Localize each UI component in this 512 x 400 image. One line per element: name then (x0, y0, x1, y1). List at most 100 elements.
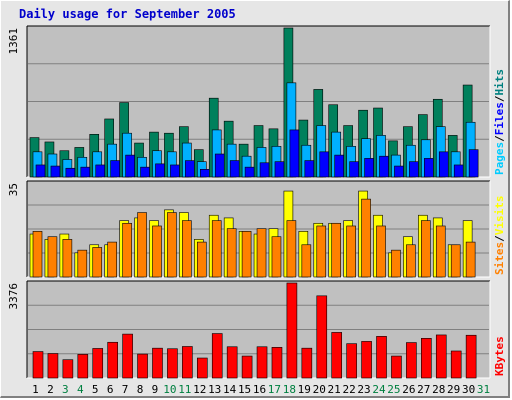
bar-kbytes-1 (32, 351, 44, 379)
bar-kbytes-13 (211, 333, 223, 379)
bar-kbytes-24 (376, 336, 387, 379)
bar-sites-28 (435, 225, 446, 278)
bar-sites-13 (211, 220, 222, 278)
bar-pages-19 (304, 160, 315, 178)
bar-pages-12 (199, 169, 210, 178)
bar-kbytes-16 (256, 346, 268, 379)
bar-kbytes-30 (465, 334, 477, 379)
bar-sites-26 (406, 244, 416, 278)
bar-sites-2 (47, 236, 58, 278)
bar-sites-11 (182, 220, 192, 278)
bar-kbytes-10 (167, 348, 178, 379)
bar-pages-15 (244, 166, 255, 178)
y-max-label: 3376 (7, 283, 20, 310)
bar-kbytes-21 (331, 332, 343, 379)
legend-visits-sites: Sites/Visits (493, 196, 506, 276)
bar-pages-14 (229, 160, 240, 178)
x-tick-label-21: 21 (328, 383, 341, 396)
x-tick-label-14: 14 (223, 383, 237, 396)
bar-sites-10 (167, 212, 177, 278)
x-tick-label-9: 9 (152, 383, 159, 396)
x-tick-label-20: 20 (313, 383, 326, 396)
bar-kbytes-20 (316, 295, 328, 379)
bar-kbytes-5 (92, 348, 104, 379)
bar-pages-29 (453, 164, 464, 178)
bar-kbytes-17 (271, 347, 283, 379)
bar-sites-4 (77, 249, 88, 278)
legend-item: Visits (493, 196, 506, 236)
bar-pages-7 (125, 154, 135, 178)
x-tick-label-8: 8 (137, 383, 144, 396)
bar-kbytes-19 (301, 347, 313, 379)
bar-sites-9 (152, 225, 162, 278)
bar-kbytes-12 (196, 357, 208, 379)
bar-pages-5 (95, 164, 106, 178)
bar-pages-6 (110, 160, 120, 178)
bar-pages-2 (50, 165, 61, 178)
chart-title: Daily usage for September 2005 (19, 7, 236, 21)
bar-pages-11 (185, 160, 195, 178)
bar-sites-15 (241, 231, 252, 278)
x-tick-label-16: 16 (253, 383, 266, 396)
bar-sites-7 (122, 222, 132, 278)
legend-item: KBytes (493, 336, 506, 376)
bar-pages-16 (259, 162, 270, 178)
bar-kbytes-4 (77, 354, 89, 379)
bar-pages-10 (170, 164, 180, 178)
legend-item: Files (493, 102, 506, 135)
x-tick-label-31: 31 (477, 383, 490, 396)
x-tick-label-26: 26 (402, 383, 415, 396)
bar-kbytes-27 (421, 338, 432, 379)
bar-pages-24 (379, 155, 389, 178)
bar-pages-9 (155, 163, 165, 178)
x-tick-label-7: 7 (122, 383, 129, 396)
bar-kbytes-3 (62, 359, 74, 379)
legend-hits-files-pages: Pages/Files/Hits (493, 69, 506, 175)
x-tick-label-30: 30 (462, 383, 475, 396)
legend-item: / (493, 135, 506, 142)
bar-kbytes-9 (152, 347, 163, 379)
x-tick-label-23: 23 (357, 383, 370, 396)
x-tick-label-27: 27 (417, 383, 430, 396)
bar-sites-5 (92, 247, 103, 278)
bar-sites-20 (316, 225, 327, 278)
bar-kbytes-29 (450, 350, 462, 379)
x-tick-label-24: 24 (372, 383, 386, 396)
bar-pages-17 (274, 161, 285, 178)
bar-pages-23 (364, 158, 374, 178)
bar-kbytes-15 (241, 355, 253, 379)
bar-sites-23 (361, 198, 371, 278)
x-tick-label-1: 1 (32, 383, 39, 396)
bar-sites-18 (286, 220, 297, 278)
bar-pages-27 (424, 158, 434, 178)
bar-kbytes-23 (361, 341, 372, 379)
bar-sites-16 (256, 228, 267, 278)
x-tick-label-5: 5 (92, 383, 99, 396)
bar-pages-21 (334, 154, 345, 178)
bar-sites-17 (271, 236, 282, 278)
bar-kbytes-22 (346, 343, 357, 379)
x-tick-label-19: 19 (298, 383, 311, 396)
bar-sites-3 (62, 239, 73, 278)
legend-item: / (493, 95, 506, 102)
x-tick-label-29: 29 (447, 383, 460, 396)
bar-kbytes-6 (107, 341, 118, 379)
y-max-label: 35 (7, 183, 20, 196)
bar-sites-12 (196, 241, 207, 278)
bar-kbytes-11 (182, 346, 193, 379)
bar-sites-27 (421, 220, 431, 278)
legend-item: / (493, 235, 506, 242)
legend-item: Pages (493, 142, 506, 175)
bar-kbytes-2 (47, 353, 59, 379)
bar-pages-22 (349, 161, 359, 178)
x-tick-label-28: 28 (432, 383, 445, 396)
bar-sites-6 (107, 241, 117, 278)
bar-pages-18 (289, 129, 300, 178)
bar-sites-25 (391, 249, 401, 278)
x-tick-label-2: 2 (47, 383, 54, 396)
bar-kbytes-18 (286, 282, 298, 379)
legend-item: Hits (493, 69, 506, 96)
bar-kbytes-26 (406, 342, 417, 379)
x-tick-label-13: 13 (208, 383, 221, 396)
